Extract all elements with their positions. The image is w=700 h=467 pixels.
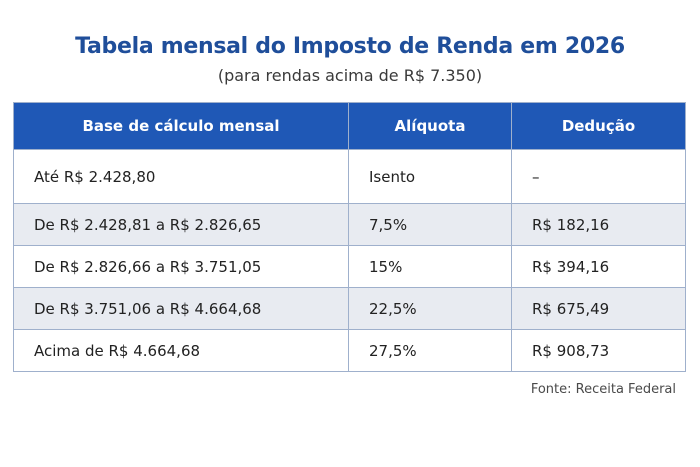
source-note: Fonte: Receita Federal (530, 382, 676, 397)
table-header-row: Base de cálculo mensal Alíquota Dedução (13, 102, 686, 150)
table-row: Acima de R$ 4.664,68 27,5% R$ 908,73 (13, 329, 686, 372)
table-row: Até R$ 2.428,80 Isento – (13, 149, 686, 204)
cell-base: De R$ 3.751,06 a R$ 4.664,68 (13, 287, 349, 330)
cell-base: Acima de R$ 4.664,68 (13, 329, 349, 372)
cell-base: Até R$ 2.428,80 (13, 149, 349, 204)
cell-deducao: – (511, 149, 686, 204)
table-row: De R$ 3.751,06 a R$ 4.664,68 22,5% R$ 67… (13, 287, 686, 330)
header-deducao: Dedução (511, 102, 686, 150)
header-aliquota: Alíquota (348, 102, 512, 150)
cell-deducao: R$ 394,16 (511, 245, 686, 288)
cell-deducao: R$ 675,49 (511, 287, 686, 330)
table-row: De R$ 2.428,81 a R$ 2.826,65 7,5% R$ 182… (13, 203, 686, 246)
cell-aliquota: 22,5% (348, 287, 512, 330)
tax-table: Base de cálculo mensal Alíquota Dedução … (13, 102, 686, 372)
cell-deducao: R$ 908,73 (511, 329, 686, 372)
cell-aliquota: 7,5% (348, 203, 512, 246)
cell-deducao: R$ 182,16 (511, 203, 686, 246)
cell-aliquota: Isento (348, 149, 512, 204)
cell-base: De R$ 2.428,81 a R$ 2.826,65 (13, 203, 349, 246)
page-subtitle: (para rendas acima de R$ 7.350) (217, 66, 483, 85)
cell-aliquota: 15% (348, 245, 512, 288)
cell-aliquota: 27,5% (348, 329, 512, 372)
page-title: Tabela mensal do Imposto de Renda em 202… (75, 34, 625, 59)
header-base-calculo: Base de cálculo mensal (13, 102, 349, 150)
cell-base: De R$ 2.826,66 a R$ 3.751,05 (13, 245, 349, 288)
table-row: De R$ 2.826,66 a R$ 3.751,05 15% R$ 394,… (13, 245, 686, 288)
